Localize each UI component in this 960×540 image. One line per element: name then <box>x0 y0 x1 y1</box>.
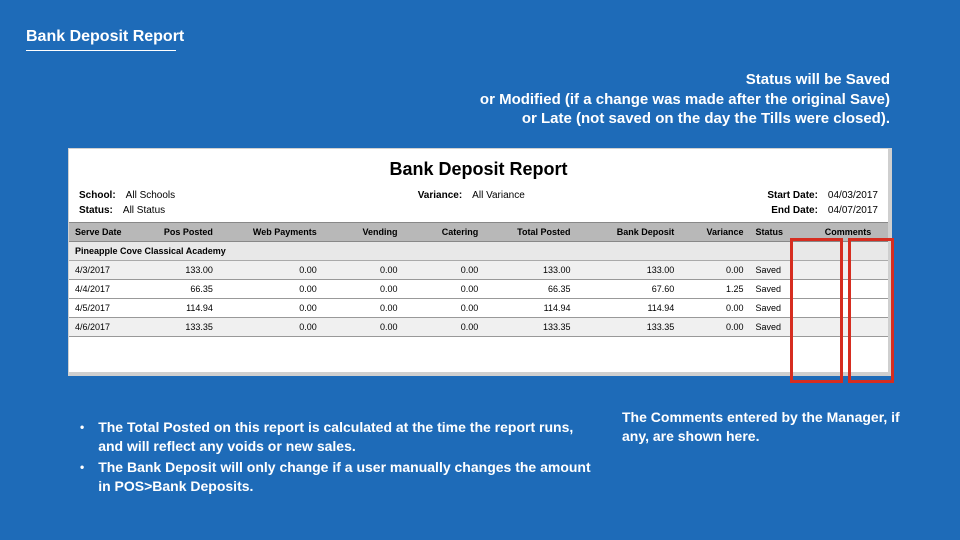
cell-var: 0.00 <box>680 261 749 280</box>
cell-status: Saved <box>750 299 819 318</box>
cell-comments <box>819 318 888 337</box>
table-row: 4/6/2017 133.35 0.00 0.00 0.00 133.35 13… <box>69 318 888 337</box>
cell-bank: 67.60 <box>577 280 681 299</box>
cell-bank: 114.94 <box>577 299 681 318</box>
cell-date: 4/6/2017 <box>69 318 138 337</box>
table-row: 4/5/2017 114.94 0.00 0.00 0.00 114.94 11… <box>69 299 888 318</box>
col-total-posted: Total Posted <box>484 223 576 242</box>
filter-status-value: All Status <box>123 205 165 216</box>
cell-pos: 114.94 <box>138 299 219 318</box>
filter-variance-value: All Variance <box>472 190 525 201</box>
cell-bank: 133.35 <box>577 318 681 337</box>
col-web-payments: Web Payments <box>219 223 323 242</box>
col-pos-posted: Pos Posted <box>138 223 219 242</box>
table-group-row: Pineapple Cove Classical Academy <box>69 242 888 261</box>
cell-date: 4/3/2017 <box>69 261 138 280</box>
report-screenshot-panel: Bank Deposit Report School: All Schools … <box>68 148 892 376</box>
cell-bank: 133.00 <box>577 261 681 280</box>
col-bank-deposit: Bank Deposit <box>577 223 681 242</box>
cell-date: 4/5/2017 <box>69 299 138 318</box>
cell-total: 114.94 <box>484 299 576 318</box>
cell-web: 0.00 <box>219 318 323 337</box>
bullet-icon: • <box>80 458 84 496</box>
report-table: Serve Date Pos Posted Web Payments Vendi… <box>69 222 888 337</box>
cell-var: 0.00 <box>680 299 749 318</box>
report-title: Bank Deposit Report <box>69 159 888 180</box>
cell-date: 4/4/2017 <box>69 280 138 299</box>
title-underline <box>26 50 176 51</box>
comments-note: The Comments entered by the Manager, if … <box>622 408 922 446</box>
bullet-item: • The Total Posted on this report is cal… <box>80 418 600 456</box>
cell-vend: 0.00 <box>323 280 404 299</box>
bullet-icon: • <box>80 418 84 456</box>
col-variance: Variance <box>680 223 749 242</box>
table-row: 4/4/2017 66.35 0.00 0.00 0.00 66.35 67.6… <box>69 280 888 299</box>
bullet-text: The Bank Deposit will only change if a u… <box>98 458 600 496</box>
table-body: Pineapple Cove Classical Academy 4/3/201… <box>69 242 888 337</box>
cell-cater: 0.00 <box>403 261 484 280</box>
cell-status: Saved <box>750 280 819 299</box>
cell-total: 66.35 <box>484 280 576 299</box>
cell-web: 0.00 <box>219 299 323 318</box>
cell-vend: 0.00 <box>323 261 404 280</box>
bullet-text: The Total Posted on this report is calcu… <box>98 418 600 456</box>
bullet-item: • The Bank Deposit will only change if a… <box>80 458 600 496</box>
filter-school-label: School: <box>79 190 116 201</box>
filter-variance-label: Variance: <box>418 190 462 201</box>
cell-web: 0.00 <box>219 280 323 299</box>
filter-end-label: End Date: <box>771 205 818 216</box>
cell-total: 133.00 <box>484 261 576 280</box>
col-serve-date: Serve Date <box>69 223 138 242</box>
cell-pos: 66.35 <box>138 280 219 299</box>
cell-status: Saved <box>750 261 819 280</box>
cell-vend: 0.00 <box>323 318 404 337</box>
cell-comments <box>819 261 888 280</box>
bullets-list: • The Total Posted on this report is cal… <box>80 418 600 498</box>
table-header-row: Serve Date Pos Posted Web Payments Vendi… <box>69 223 888 242</box>
page-title: Bank Deposit Report <box>26 28 184 46</box>
col-comments: Comments <box>819 223 888 242</box>
cell-var: 0.00 <box>680 318 749 337</box>
status-explanation: Status will be Saved or Modified (if a c… <box>0 70 890 129</box>
cell-status: Saved <box>750 318 819 337</box>
col-catering: Catering <box>403 223 484 242</box>
filter-start-value: 04/03/2017 <box>828 190 878 201</box>
cell-cater: 0.00 <box>403 280 484 299</box>
col-status: Status <box>750 223 819 242</box>
cell-comments <box>819 280 888 299</box>
filter-status-label: Status: <box>79 205 113 216</box>
cell-web: 0.00 <box>219 261 323 280</box>
cell-var: 1.25 <box>680 280 749 299</box>
cell-cater: 0.00 <box>403 318 484 337</box>
cell-vend: 0.00 <box>323 299 404 318</box>
cell-total: 133.35 <box>484 318 576 337</box>
table-row: 4/3/2017 133.00 0.00 0.00 0.00 133.00 13… <box>69 261 888 280</box>
group-label: Pineapple Cove Classical Academy <box>69 242 888 261</box>
col-vending: Vending <box>323 223 404 242</box>
filter-start-label: Start Date: <box>767 190 818 201</box>
report-filters: School: All Schools Status: All Status V… <box>69 190 888 222</box>
cell-comments <box>819 299 888 318</box>
filter-end-value: 04/07/2017 <box>828 205 878 216</box>
cell-pos: 133.00 <box>138 261 219 280</box>
cell-cater: 0.00 <box>403 299 484 318</box>
filter-school-value: All Schools <box>126 190 175 201</box>
cell-pos: 133.35 <box>138 318 219 337</box>
